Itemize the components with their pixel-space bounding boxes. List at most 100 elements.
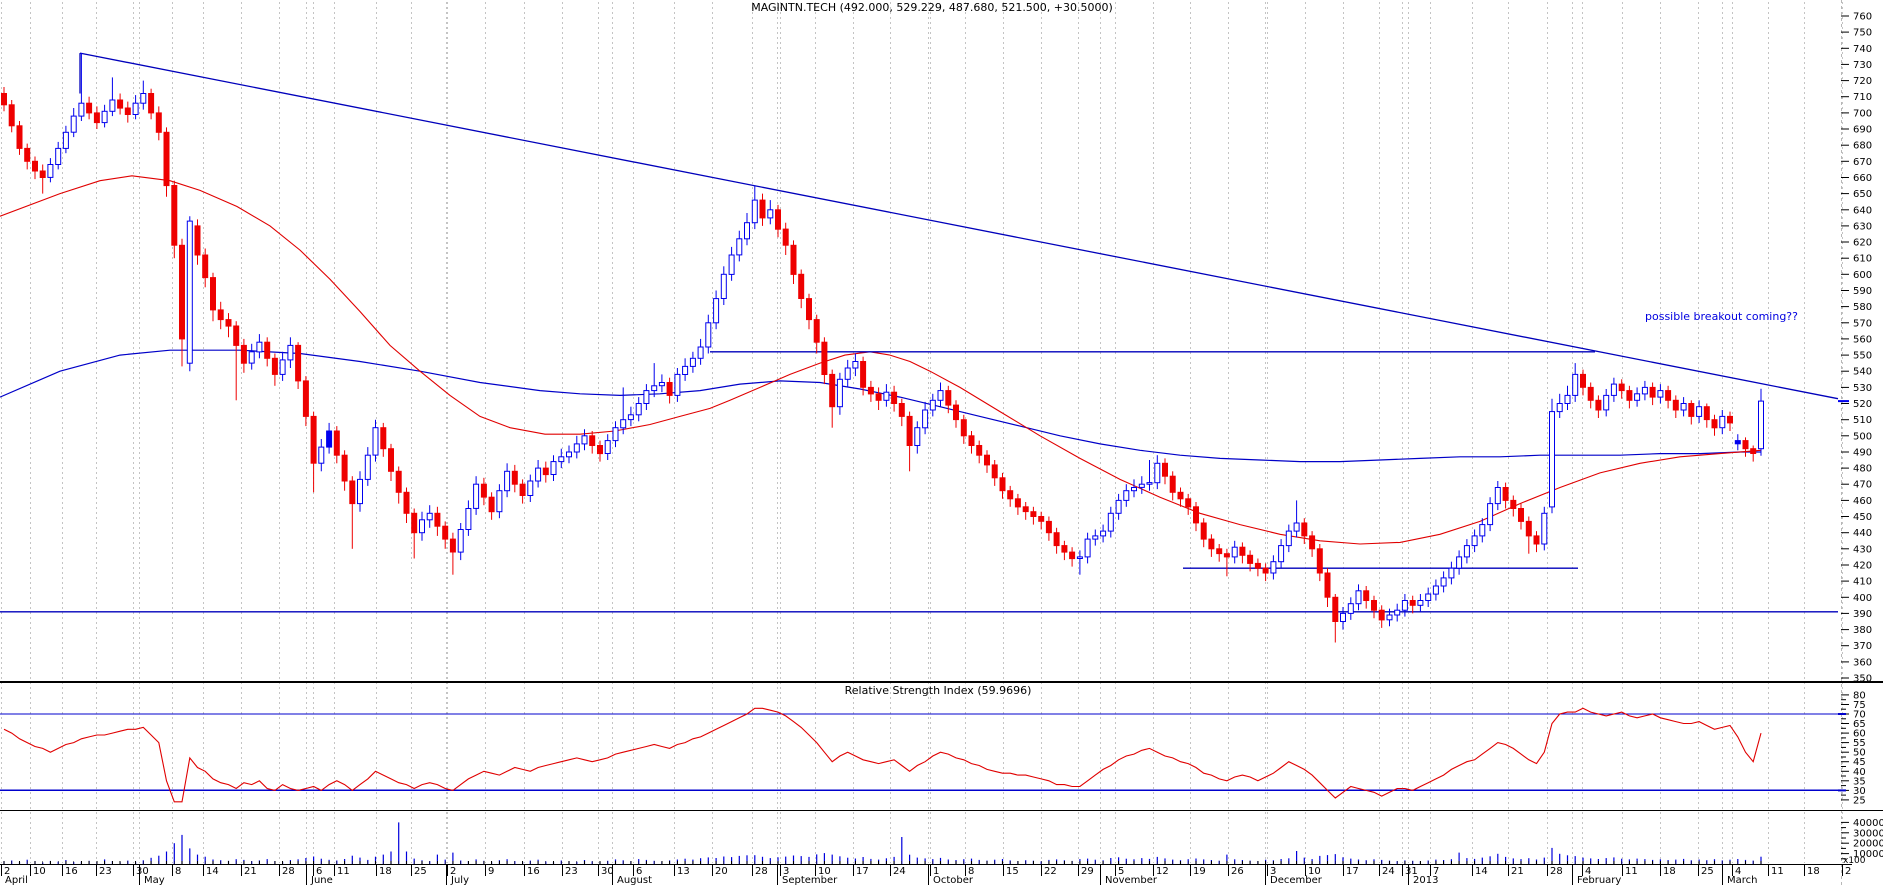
candle — [1703, 406, 1710, 421]
candle — [202, 254, 209, 279]
last-price-marker — [1838, 400, 1849, 403]
candle — [1030, 511, 1037, 518]
candle — [1301, 522, 1308, 537]
svg-text:630: 630 — [1853, 221, 1872, 232]
svg-text:720: 720 — [1853, 76, 1872, 87]
svg-text:470: 470 — [1853, 480, 1872, 491]
candle — [24, 147, 31, 162]
candle — [1432, 585, 1439, 595]
svg-text:40000: 40000 — [1853, 818, 1883, 829]
candle — [39, 170, 46, 178]
date-tick-label: 23 — [99, 866, 112, 877]
candle — [1711, 419, 1718, 429]
candle — [1634, 393, 1641, 401]
date-tick-label: 30 — [136, 866, 149, 877]
date-tick-label: 28 — [282, 866, 295, 877]
candle — [1386, 614, 1393, 621]
svg-text:650: 650 — [1853, 189, 1872, 200]
candle — [813, 319, 820, 343]
svg-text:60: 60 — [1853, 729, 1866, 740]
svg-text:700: 700 — [1853, 108, 1872, 119]
volume-multiplier-label: x100 — [1843, 856, 1866, 866]
candle — [109, 99, 116, 112]
candle — [504, 470, 511, 492]
candle — [782, 228, 789, 246]
price-axis: 350 360 370 380 390 400 410 420 430 440 450 460 470 4… — [1841, 12, 1872, 685]
candle — [1440, 577, 1447, 587]
svg-text:740: 740 — [1853, 44, 1872, 55]
candle — [620, 419, 627, 429]
candle — [1549, 411, 1555, 508]
volume-bars — [3, 822, 1762, 864]
svg-text:550: 550 — [1853, 351, 1872, 362]
candle — [1556, 403, 1563, 413]
date-tick-label: 9 — [488, 866, 494, 877]
candle — [372, 427, 379, 456]
breakout-annotation: possible breakout coming?? — [1645, 310, 1798, 323]
candle — [403, 491, 410, 514]
candle — [1208, 538, 1215, 550]
candle — [542, 467, 549, 476]
date-tick-label: 12 — [1156, 866, 1169, 877]
candle — [1533, 535, 1540, 545]
svg-text:70: 70 — [1853, 710, 1866, 721]
candle — [511, 470, 518, 485]
candle — [1092, 535, 1099, 540]
candle — [496, 490, 503, 513]
svg-text:520: 520 — [1853, 399, 1872, 410]
candle — [78, 102, 85, 117]
month-label: March — [1727, 875, 1757, 885]
svg-text:760: 760 — [1853, 12, 1872, 23]
candle — [473, 483, 480, 509]
month-label: August — [617, 875, 652, 885]
candle — [155, 112, 162, 133]
date-tick-label: 6 — [636, 866, 642, 877]
date-tick-label: 22 — [1044, 866, 1057, 877]
rsi-panel-title: Relative Strength Index (59.9696) — [844, 684, 1032, 697]
candle — [1595, 399, 1602, 411]
svg-text:600: 600 — [1853, 270, 1872, 281]
candle — [867, 386, 874, 395]
candle — [860, 361, 867, 388]
date-tick-label: 2 — [450, 866, 456, 877]
date-tick-label: 5 — [1118, 866, 1124, 877]
candle — [728, 254, 735, 275]
date-tick-label: 1 — [933, 866, 939, 877]
candle — [419, 519, 425, 534]
candle — [953, 404, 959, 421]
candle — [465, 508, 472, 530]
month-label: December — [1270, 875, 1323, 885]
candle — [1665, 390, 1672, 401]
time-axis: 2 10 16 23 30 8 14 21 28 6 11 18 25 2 9 16 23 30 6 13 20 28 3 1… — [1, 861, 1851, 885]
candle — [875, 393, 882, 401]
svg-text:710: 710 — [1853, 92, 1872, 103]
date-tick-label: 14 — [1475, 866, 1488, 877]
date-tick-label: 7 — [1433, 866, 1439, 877]
candle — [658, 382, 665, 387]
candle — [449, 538, 456, 553]
svg-text:450: 450 — [1853, 512, 1872, 523]
candle — [93, 112, 100, 124]
month-label: October — [933, 875, 974, 885]
candle — [70, 115, 77, 133]
candle — [380, 427, 387, 450]
candle — [883, 391, 890, 401]
date-tick-label: 24 — [893, 866, 906, 877]
candle — [1169, 475, 1176, 493]
svg-text:640: 640 — [1853, 205, 1872, 216]
svg-text:730: 730 — [1853, 60, 1872, 71]
candle — [589, 435, 596, 446]
month-label: July — [450, 875, 469, 885]
candle — [1131, 487, 1137, 492]
candle — [682, 365, 689, 375]
candle — [148, 93, 155, 114]
candle — [1378, 609, 1385, 621]
candle — [388, 448, 394, 472]
date-tick-label: 14 — [206, 866, 219, 877]
candle — [1672, 399, 1679, 411]
candle — [1254, 562, 1261, 569]
trendlines[interactable] — [0, 52, 1839, 613]
